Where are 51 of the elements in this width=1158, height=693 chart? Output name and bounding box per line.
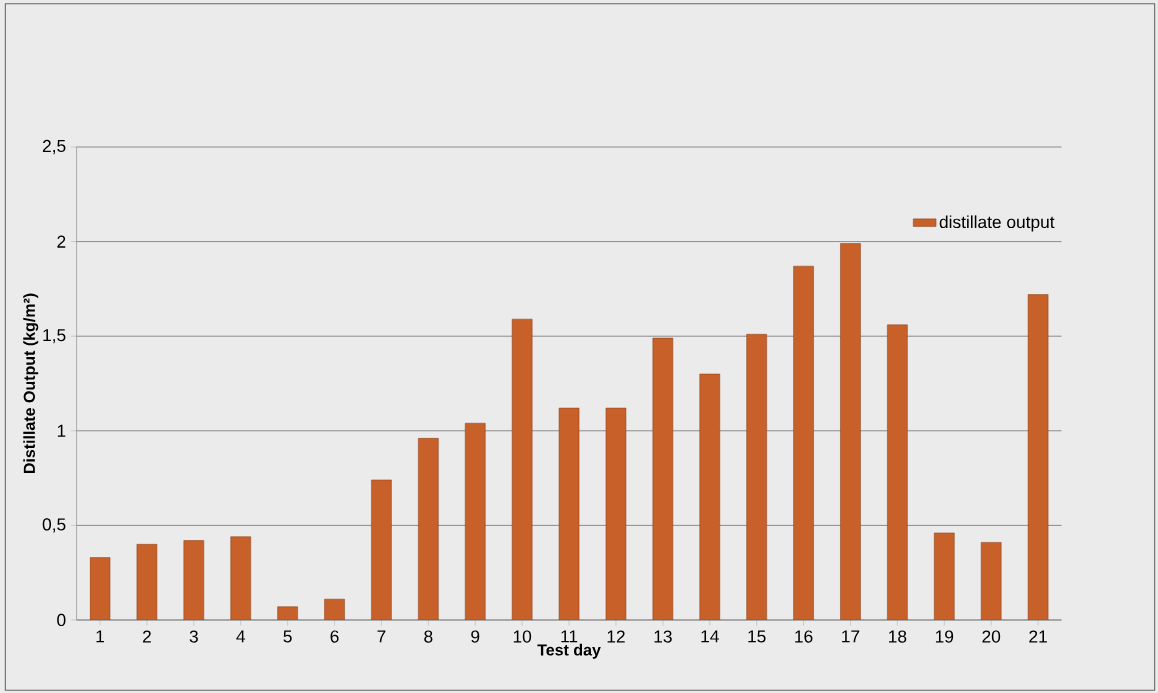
x-tick-label: 6 bbox=[330, 630, 339, 643]
x-tick-label: 5 bbox=[283, 630, 292, 643]
y-tick-label: 0 bbox=[57, 613, 66, 627]
y-axis-title: Distillate Output (kg/m²) bbox=[23, 293, 39, 474]
bar bbox=[183, 540, 205, 620]
x-tick-label: 14 bbox=[701, 630, 719, 643]
bar bbox=[418, 438, 439, 620]
x-tick-label: 3 bbox=[189, 630, 198, 643]
bar bbox=[746, 334, 767, 620]
x-tick-label: 12 bbox=[607, 630, 625, 643]
bar bbox=[464, 422, 486, 620]
x-tick-label: 7 bbox=[377, 630, 386, 643]
x-tick-label: 10 bbox=[513, 630, 532, 643]
x-tick-label: 13 bbox=[654, 630, 672, 643]
bar bbox=[511, 318, 533, 620]
y-tick-label: 1,5 bbox=[43, 329, 66, 344]
bar bbox=[793, 265, 814, 620]
y-tick-label: 2,5 bbox=[42, 139, 66, 155]
bar bbox=[652, 337, 674, 620]
x-tick-label: 21 bbox=[1029, 630, 1047, 643]
x-tick-label: 20 bbox=[982, 630, 1001, 643]
bar bbox=[699, 373, 721, 620]
x-tick-label: 15 bbox=[748, 630, 766, 643]
bar bbox=[136, 544, 158, 620]
bar bbox=[371, 479, 392, 620]
x-tick-label: 1 bbox=[96, 630, 104, 643]
x-tick-label: 19 bbox=[935, 630, 954, 643]
x-tick-label: 8 bbox=[424, 630, 433, 643]
y-tick-label: 2 bbox=[57, 235, 66, 248]
y-tick-label: 0,5 bbox=[42, 518, 66, 533]
bar bbox=[89, 557, 111, 620]
x-tick-label: 4 bbox=[236, 630, 246, 643]
x-tick-label: 17 bbox=[842, 630, 860, 643]
bar bbox=[277, 606, 298, 620]
bar bbox=[840, 243, 861, 620]
bar bbox=[1027, 294, 1049, 620]
bar bbox=[558, 407, 580, 620]
legend-label: distillate output bbox=[939, 215, 1055, 232]
bar bbox=[605, 407, 627, 620]
bar bbox=[980, 542, 1002, 620]
bar bbox=[324, 598, 345, 620]
bar bbox=[934, 532, 955, 620]
bar bbox=[230, 536, 251, 620]
x-tick-label: 18 bbox=[889, 630, 907, 643]
x-tick-label: 2 bbox=[142, 630, 151, 643]
x-tick-label: 9 bbox=[471, 630, 480, 643]
y-tick-label: 1 bbox=[57, 424, 66, 437]
bar bbox=[887, 324, 908, 620]
x-tick-label: 11 bbox=[561, 630, 578, 643]
x-tick-label: 16 bbox=[795, 630, 813, 643]
x-axis-title: Test day bbox=[537, 643, 601, 659]
